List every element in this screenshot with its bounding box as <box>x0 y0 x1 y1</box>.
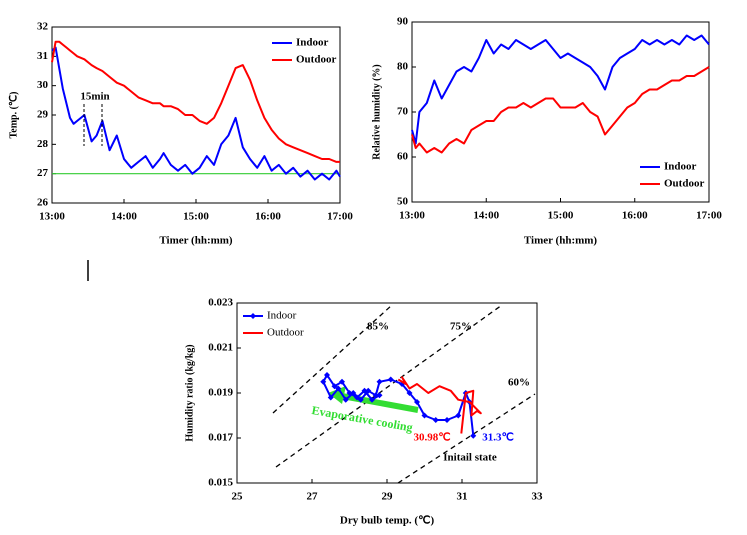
annotation: 60% <box>508 377 530 389</box>
series-line <box>411 66 710 154</box>
x-axis-label: Dry bulb temp. (℃) <box>340 515 435 527</box>
annotation: 15min <box>80 91 109 103</box>
y-tick-label: 0.023 <box>208 297 233 309</box>
y-tick-label: 31 <box>37 50 48 62</box>
rh-75-curve <box>275 304 503 468</box>
plot-frame <box>411 21 710 203</box>
x-tick-label: 33 <box>532 491 544 503</box>
series-marker <box>346 390 353 396</box>
x-tick-label: 25 <box>232 491 244 503</box>
y-tick-label: 0.019 <box>208 387 233 399</box>
series-marker <box>365 387 372 394</box>
series-marker <box>324 372 330 378</box>
y-tick-label: 0.015 <box>208 477 233 489</box>
series-marker <box>376 378 383 385</box>
rh-curves <box>272 304 536 484</box>
y-tick-label: 26 <box>37 197 49 209</box>
y-tick-label: 60 <box>397 151 409 163</box>
y-tick-label: 90 <box>397 16 409 28</box>
annotation: 31.3℃ <box>482 432 514 444</box>
series-marker <box>354 394 360 401</box>
y-tick-label: 80 <box>397 61 409 73</box>
series-marker <box>342 396 349 403</box>
series-marker <box>421 412 428 419</box>
annotation: Initail state <box>443 452 497 464</box>
series-marker <box>432 417 439 423</box>
series-line <box>51 40 340 163</box>
x-tick-label: 17:00 <box>327 211 353 223</box>
x-tick-label: 29 <box>382 491 394 503</box>
x-axis-label: Timer (hh:mm) <box>524 235 598 247</box>
legend-label: Indoor <box>664 161 697 173</box>
y-axis-label: Temp. (℃) <box>8 92 19 139</box>
series-marker <box>327 394 334 401</box>
x-tick-label: 15:00 <box>548 210 574 222</box>
y-tick-label: 0.017 <box>208 432 233 444</box>
y-tick-label: 70 <box>397 106 409 118</box>
arrow-shaft <box>341 393 419 413</box>
legend-label: Indoor <box>296 37 329 49</box>
x-axis-label: Timer (hh:mm) <box>159 235 233 247</box>
series-marker <box>406 390 413 396</box>
annotation: 30.98℃ <box>413 432 450 444</box>
series-line <box>51 46 341 181</box>
cooling-arrow <box>328 386 419 413</box>
series-line <box>322 374 475 436</box>
legend-label: Outdoor <box>296 54 336 66</box>
series-marker <box>350 390 357 396</box>
series-line <box>397 376 482 434</box>
annotation: 85% <box>367 321 389 333</box>
x-tick-label: 13:00 <box>399 210 425 222</box>
rh-60-curve <box>397 393 536 484</box>
x-tick-label: 17:00 <box>696 210 722 222</box>
legend-marker <box>250 313 256 319</box>
series-marker <box>361 387 368 394</box>
series-marker <box>320 378 327 385</box>
y-axis-label: Relative humidity (%) <box>371 64 382 160</box>
series-marker <box>444 417 450 423</box>
y-tick-label: 32 <box>37 21 49 33</box>
series-marker <box>376 392 383 399</box>
x-tick-label: 13:00 <box>39 211 65 223</box>
series-line <box>411 34 710 145</box>
series-marker <box>339 378 345 385</box>
series-marker <box>455 412 462 419</box>
x-tick-label: 16:00 <box>255 211 281 223</box>
y-tick-label: 29 <box>37 109 49 121</box>
legend-label: Outdoor <box>267 327 304 339</box>
legend-label: Indoor <box>267 310 297 322</box>
series-marker <box>331 383 338 390</box>
x-tick-label: 14:00 <box>111 211 137 223</box>
series-marker <box>372 392 379 399</box>
legend-label: Outdoor <box>664 178 704 190</box>
series-marker <box>369 396 375 403</box>
x-tick-label: 16:00 <box>622 210 648 222</box>
x-tick-label: 14:00 <box>473 210 499 222</box>
y-tick-label: 30 <box>37 79 49 91</box>
y-tick-label: 28 <box>37 138 49 150</box>
annotation: 75% <box>450 321 472 333</box>
y-tick-label: 27 <box>37 167 49 179</box>
x-tick-label: 27 <box>307 491 319 503</box>
x-tick-label: 31 <box>457 491 468 503</box>
y-tick-label: 0.021 <box>208 342 233 354</box>
y-tick-label: 50 <box>397 196 409 208</box>
y-axis-label: Humidity ratio (kg/kg) <box>184 344 195 441</box>
series-marker <box>387 376 394 383</box>
arrow-head <box>328 386 346 404</box>
x-tick-label: 15:00 <box>183 211 209 223</box>
series-marker <box>414 399 420 405</box>
series-marker <box>470 432 477 439</box>
